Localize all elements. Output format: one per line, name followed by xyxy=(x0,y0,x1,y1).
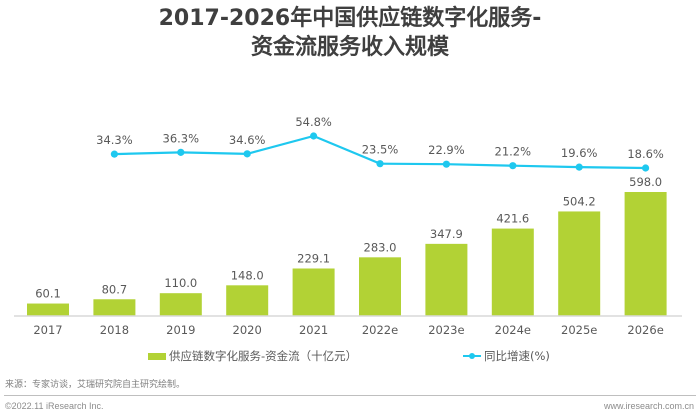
x-tick-label: 2020 xyxy=(233,323,262,337)
legend-bar-swatch-icon xyxy=(148,352,166,360)
bar-value-label: 283.0 xyxy=(364,240,397,254)
growth-value-label: 18.6% xyxy=(627,147,664,161)
x-tick-label: 2018 xyxy=(100,323,129,337)
bar-value-label: 347.9 xyxy=(430,227,463,241)
growth-point-2018 xyxy=(110,150,118,158)
bar-2022e xyxy=(359,257,401,316)
x-tick-label: 2026e xyxy=(627,323,663,337)
x-tick-label: 2019 xyxy=(166,323,195,337)
bar-2024e xyxy=(491,228,534,316)
bar-value-label: 229.1 xyxy=(297,251,330,265)
growth-point-2024e xyxy=(509,162,517,170)
growth-line-layer: 34.3% 36.3% 34.6% 54.8% 23.5% 22.9% 21.2% 19.6%… xyxy=(96,115,664,172)
bar-2019 xyxy=(159,293,202,316)
bar-2018 xyxy=(93,299,136,316)
chart-title: 2017-2026年中国供应链数字化服务- 资金流服务收入规模 xyxy=(0,4,700,62)
website-link[interactable]: www.iresearch.com.cn xyxy=(603,401,694,411)
chart-title-line-1: 2017-2026年中国供应链数字化服务- xyxy=(158,6,542,31)
bar-value-label: 148.0 xyxy=(231,268,264,282)
bar-value-label: 110.0 xyxy=(164,276,197,290)
bar-value-label: 504.2 xyxy=(563,194,596,208)
growth-value-label: 19.6% xyxy=(561,146,598,160)
x-tick-label: 2025e xyxy=(561,323,597,337)
x-tick-label: 2022e xyxy=(362,323,398,337)
bar-value-label: 80.7 xyxy=(102,282,128,296)
growth-value-label: 34.6% xyxy=(229,133,266,147)
bar-2026e xyxy=(624,192,667,316)
bar-value-label: 60.1 xyxy=(35,287,61,301)
chart-title-line-2: 资金流服务收入规模 xyxy=(250,35,449,60)
bar-2017 xyxy=(27,303,69,316)
growth-point-2023e xyxy=(442,160,450,168)
growth-point-2020 xyxy=(243,150,251,158)
growth-value-label: 22.9% xyxy=(428,143,465,157)
bar-value-label: 421.6 xyxy=(496,212,529,226)
growth-point-2021 xyxy=(310,132,318,140)
growth-point-2022e xyxy=(376,160,384,168)
footer-divider xyxy=(4,395,696,396)
growth-value-label: 34.3% xyxy=(96,133,133,147)
growth-value-label: 21.2% xyxy=(495,145,532,159)
x-tick-label: 2021 xyxy=(299,323,328,337)
x-tick-label: 2024e xyxy=(495,323,531,337)
bar-2021 xyxy=(292,268,335,316)
x-tick-labels: 2017 2018 2019 2020 2021 2022e 2023e 2024e 2025e… xyxy=(33,323,663,337)
bar-2023e xyxy=(425,243,468,316)
legend-item-revenue: 供应链数字化服务-资金流（十亿元） xyxy=(148,348,357,364)
bar-value-label: 598.0 xyxy=(629,175,662,189)
x-tick-label: 2023e xyxy=(428,323,464,337)
growth-value-label: 54.8% xyxy=(295,115,332,129)
legend-label-growth: 同比增速(%) xyxy=(484,349,550,363)
bar-2020 xyxy=(226,285,269,316)
legend-label-revenue: 供应链数字化服务-资金流（十亿元） xyxy=(169,349,358,363)
x-tick-label: 2017 xyxy=(33,323,62,337)
growth-value-label: 23.5% xyxy=(362,143,399,157)
bar-2025e xyxy=(558,211,601,316)
growth-value-label: 36.3% xyxy=(163,131,200,145)
copyright-text: ©2022.11 iResearch Inc. xyxy=(5,401,104,411)
legend-item-growth: 同比增速(%) xyxy=(463,348,550,364)
bars-layer: 60.1 80.7 110.0 148.0 229.1 283.0 347.9 421.6 50… xyxy=(27,175,667,316)
chart-plot: 60.1 80.7 110.0 148.0 229.1 283.0 347.9 421.6 50… xyxy=(14,115,682,337)
legend-line-swatch-icon xyxy=(463,351,481,361)
source-note: 来源：专家访谈，艾瑞研究院自主研究绘制。 xyxy=(5,380,186,390)
growth-point-2019 xyxy=(177,148,185,156)
growth-point-2025e xyxy=(575,163,583,171)
growth-point-2026e xyxy=(642,164,650,172)
